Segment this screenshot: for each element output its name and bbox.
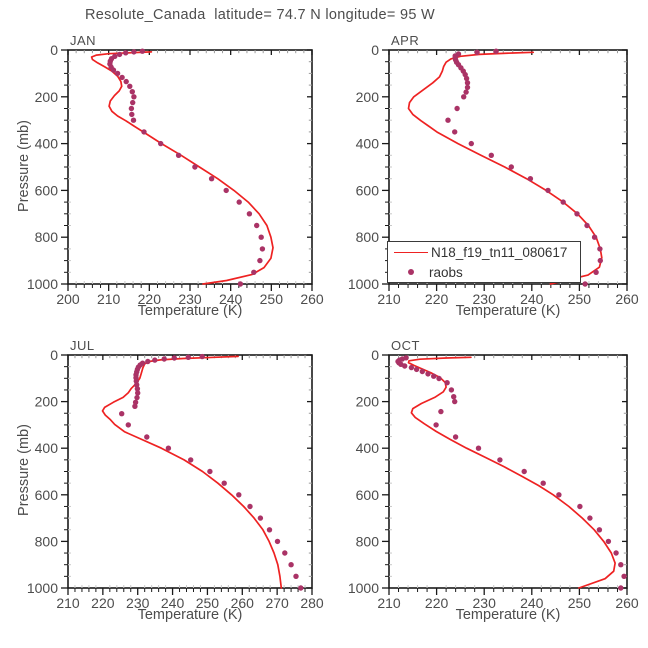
svg-text:800: 800 <box>356 533 380 549</box>
svg-text:240: 240 <box>520 291 544 307</box>
svg-text:210: 210 <box>377 595 401 611</box>
svg-text:600: 600 <box>35 182 59 198</box>
svg-text:0: 0 <box>371 347 379 363</box>
svg-text:1000: 1000 <box>348 580 379 596</box>
panel-title-jul: JUL <box>70 338 95 353</box>
svg-text:220: 220 <box>138 291 162 307</box>
legend-dots-label: raobs <box>429 264 463 280</box>
svg-text:240: 240 <box>520 595 544 611</box>
y-axis-label-row1: Pressure (mb) <box>16 120 32 212</box>
svg-text:260: 260 <box>615 291 639 307</box>
svg-text:230: 230 <box>473 291 497 307</box>
svg-text:250: 250 <box>568 595 592 611</box>
x-axis-label-apr: Temperature (K) <box>455 303 561 319</box>
svg-text:260: 260 <box>615 595 639 611</box>
svg-text:200: 200 <box>35 89 59 105</box>
svg-text:400: 400 <box>356 440 380 456</box>
y-axis-label-row2: Pressure (mb) <box>16 424 32 516</box>
svg-text:230: 230 <box>178 291 202 307</box>
svg-text:240: 240 <box>219 291 243 307</box>
panel-title-jan: JAN <box>70 33 97 48</box>
svg-text:1000: 1000 <box>27 276 58 292</box>
svg-text:220: 220 <box>91 595 115 611</box>
svg-text:270: 270 <box>265 595 289 611</box>
legend-row-raobs: raobs <box>388 262 580 282</box>
jul-plot: 210 220 230 240 250 260 270 280 0 200 400 600 800 100… <box>27 347 324 611</box>
svg-text:200: 200 <box>35 394 59 410</box>
svg-text:260: 260 <box>231 595 255 611</box>
svg-text:800: 800 <box>356 229 380 245</box>
x-axis-label-oct: Temperature (K) <box>455 607 561 623</box>
x-axis-label-jul: Temperature (K) <box>137 607 243 623</box>
svg-text:1000: 1000 <box>348 276 379 292</box>
svg-text:260: 260 <box>300 291 324 307</box>
svg-text:200: 200 <box>356 89 380 105</box>
svg-text:210: 210 <box>97 291 121 307</box>
svg-text:210: 210 <box>56 595 80 611</box>
svg-text:0: 0 <box>50 347 58 363</box>
svg-text:200: 200 <box>56 291 80 307</box>
svg-text:230: 230 <box>473 595 497 611</box>
svg-text:600: 600 <box>356 487 380 503</box>
panel-title-oct: OCT <box>391 338 420 353</box>
svg-text:220: 220 <box>425 291 449 307</box>
legend-line-label: N18_f19_tn11_080617 <box>431 244 568 260</box>
svg-text:800: 800 <box>35 229 59 245</box>
oct-plot: 210 220 230 240 250 260 0 200 400 600 800 1000 <box>348 347 639 611</box>
panel-jan: JAN 200 210 220 230 240 250 260 0 200 400 600 800 10… <box>27 33 324 307</box>
figure-title: Resolute_Canada latitude= 74.7 N longitu… <box>85 7 436 23</box>
panel-apr: APR 210 220 230 240 250 260 0 200 400 600 800 1000 … <box>348 33 639 307</box>
svg-text:240: 240 <box>161 595 185 611</box>
svg-text:0: 0 <box>371 42 379 58</box>
jan-plot: 200 210 220 230 240 250 260 0 200 400 600 800 1000 <box>27 42 324 307</box>
svg-text:250: 250 <box>196 595 220 611</box>
panel-title-apr: APR <box>391 33 420 48</box>
svg-text:400: 400 <box>356 136 380 152</box>
x-axis-label-jan: Temperature (K) <box>137 303 243 319</box>
panel-jul: JUL 210 220 230 240 250 260 270 280 0 200 400 600 80… <box>27 338 324 611</box>
svg-text:0: 0 <box>50 42 58 58</box>
legend-dot-swatch <box>408 269 414 275</box>
svg-text:280: 280 <box>300 595 324 611</box>
legend-line-swatch <box>394 251 428 253</box>
svg-text:400: 400 <box>35 440 59 456</box>
apr-plot: 210 220 230 240 250 260 0 200 400 600 800 1000 <box>348 42 639 307</box>
svg-text:210: 210 <box>377 291 401 307</box>
svg-text:200: 200 <box>356 394 380 410</box>
legend-row-model: N18_f19_tn11_080617 <box>388 242 580 262</box>
legend: N18_f19_tn11_080617 raobs <box>387 241 581 283</box>
panel-oct: OCT 210 220 230 240 250 260 0 200 400 600 800 1000 <box>348 338 639 611</box>
svg-text:220: 220 <box>425 595 449 611</box>
svg-text:400: 400 <box>35 136 59 152</box>
svg-text:230: 230 <box>126 595 150 611</box>
svg-text:800: 800 <box>35 533 59 549</box>
svg-text:250: 250 <box>568 291 592 307</box>
svg-text:600: 600 <box>356 182 380 198</box>
svg-text:1000: 1000 <box>27 580 58 596</box>
svg-text:600: 600 <box>35 487 59 503</box>
svg-text:250: 250 <box>260 291 284 307</box>
